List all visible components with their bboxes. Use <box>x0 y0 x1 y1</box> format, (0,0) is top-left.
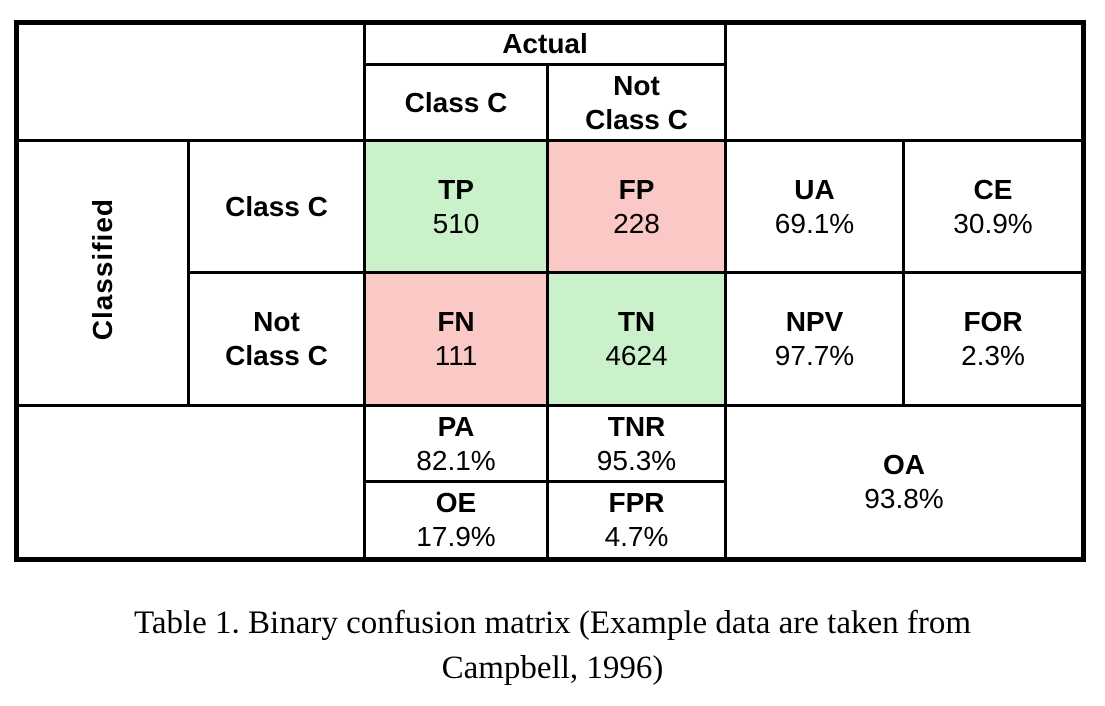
fn-cell: FN 111 <box>363 271 549 407</box>
tp-value: 510 <box>432 207 480 239</box>
for-value: 2.3% <box>961 340 1025 371</box>
actual-column-header-not-class-c: Not Class C <box>546 63 727 142</box>
pa-value: 82.1% <box>416 444 496 476</box>
npv-label: NPV <box>785 306 844 337</box>
tnr-label: TNR <box>607 410 666 442</box>
ua-value: 69.1% <box>774 207 855 239</box>
corner-blank-top-left <box>15 21 366 142</box>
for-label: FOR <box>963 306 1023 337</box>
classified-axis-header: Classified <box>15 139 190 407</box>
actual-axis-header: Actual <box>363 21 727 66</box>
tnr-value: 95.3% <box>596 444 677 476</box>
classified-row-header-not-class-c: Not Class C <box>187 271 366 407</box>
confusion-matrix-table: Actual Class C Not Class C Classified Cl… <box>14 20 1086 562</box>
oe-cell: OE 17.9% <box>363 480 549 561</box>
fp-label: FP <box>618 173 655 205</box>
npv-cell: NPV 97.7% <box>724 271 905 407</box>
pa-cell: PA 82.1% <box>363 404 549 483</box>
tp-label: TP <box>438 173 474 205</box>
classified-axis-label: Classified <box>87 197 118 341</box>
fp-value: 228 <box>613 207 660 239</box>
pa-label: PA <box>437 410 475 442</box>
corner-blank-top-right <box>724 21 1085 142</box>
corner-blank-bottom-left <box>15 404 366 561</box>
fpr-label: FPR <box>608 487 665 518</box>
fpr-value: 4.7% <box>604 521 669 552</box>
fn-label: FN <box>437 306 475 337</box>
table-caption-line2: Campbell, 1996) <box>441 650 664 686</box>
oa-value: 93.8% <box>864 483 944 514</box>
ce-label: CE <box>973 173 1013 205</box>
npv-value: 97.7% <box>774 340 855 371</box>
ua-cell: UA 69.1% <box>724 139 905 274</box>
table-caption-line1: Table 1. Binary confusion matrix (Exampl… <box>133 605 972 641</box>
fn-value: 111 <box>434 340 478 371</box>
ua-label: UA <box>794 173 835 205</box>
fpr-cell: FPR 4.7% <box>546 480 727 561</box>
tnr-cell: TNR 95.3% <box>546 404 727 483</box>
tn-value: 4624 <box>605 340 668 371</box>
ce-value: 30.9% <box>953 207 1033 239</box>
tn-cell: TN 4624 <box>546 271 727 407</box>
tp-cell: TP 510 <box>363 139 549 274</box>
oe-label: OE <box>435 487 477 518</box>
actual-column-header-class-c: Class C <box>363 63 549 142</box>
classified-row-header-class-c: Class C <box>187 139 366 274</box>
ce-cell: CE 30.9% <box>902 139 1085 274</box>
oe-value: 17.9% <box>416 521 496 552</box>
fp-cell: FP 228 <box>546 139 727 274</box>
table-caption: Table 1. Binary confusion matrix (Exampl… <box>0 601 1105 691</box>
oa-cell: OA 93.8% <box>724 404 1085 561</box>
tn-label: TN <box>617 306 656 337</box>
oa-label: OA <box>883 449 925 480</box>
for-cell: FOR 2.3% <box>902 271 1085 407</box>
